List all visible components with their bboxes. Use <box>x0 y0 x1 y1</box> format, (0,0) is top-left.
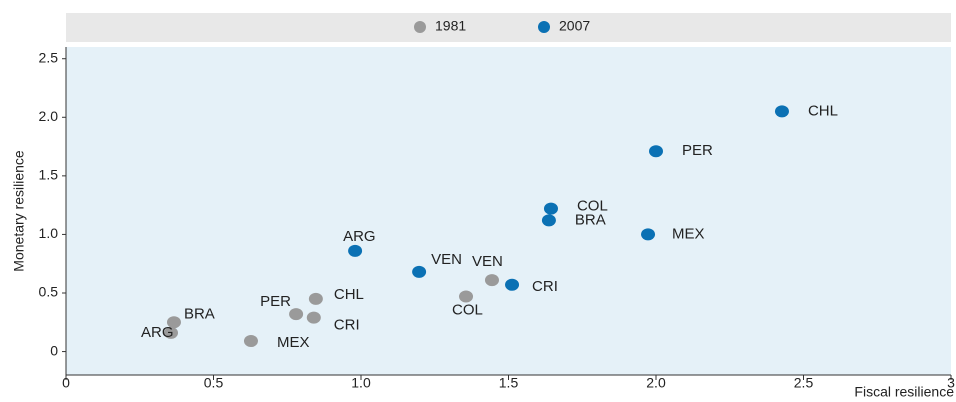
legend-marker <box>414 21 426 33</box>
point-label: PER <box>682 142 713 159</box>
point-label: VEN <box>431 251 462 268</box>
point-label: CHL <box>808 102 838 119</box>
point-label: MEX <box>277 334 310 351</box>
legend-marker <box>538 21 550 33</box>
y-tick-label: 2.0 <box>39 108 59 124</box>
x-axis-label: Fiscal resilience <box>854 384 954 400</box>
plot-area <box>66 47 951 375</box>
x-tick-label: 1.5 <box>499 375 519 391</box>
x-tick-label: 0.5 <box>204 375 224 391</box>
point-label: PER <box>260 293 291 310</box>
point <box>459 290 474 303</box>
x-tick-label: 2.0 <box>646 375 666 391</box>
x-tick-label: 0 <box>62 375 70 391</box>
point-label: CRI <box>532 278 558 295</box>
point <box>308 292 323 305</box>
point-label: BRA <box>184 305 215 322</box>
point-label: COL <box>577 198 608 215</box>
x-tick-label: 2.5 <box>794 375 814 391</box>
point <box>505 278 520 291</box>
point <box>774 105 789 118</box>
point <box>306 311 321 324</box>
point <box>348 244 363 257</box>
legend-band <box>66 13 951 42</box>
y-tick-label: 1.0 <box>39 225 59 241</box>
legend-label: 1981 <box>435 18 466 34</box>
point-label: BRA <box>575 211 606 228</box>
point <box>243 335 258 348</box>
point <box>543 202 558 215</box>
point-label: ARG <box>141 324 174 341</box>
point <box>164 326 179 339</box>
y-tick-label: 0 <box>50 342 58 358</box>
point <box>641 228 656 241</box>
point-label: VEN <box>472 253 503 270</box>
legend-label: 2007 <box>559 18 590 34</box>
point-label: ARG <box>343 228 376 245</box>
point <box>541 214 556 227</box>
y-tick-label: 2.5 <box>39 49 59 65</box>
point-label: MEX <box>672 225 705 242</box>
point <box>412 265 427 278</box>
point-label: CHL <box>334 286 364 303</box>
point-label: COL <box>452 301 483 318</box>
point <box>166 316 181 329</box>
y-tick-label: 0.5 <box>39 284 59 300</box>
point <box>484 274 499 287</box>
x-tick-label: 3 <box>947 375 955 391</box>
x-tick-label: 1.0 <box>351 375 371 391</box>
point-label: CRI <box>334 317 360 334</box>
point <box>289 308 304 321</box>
point <box>649 145 663 158</box>
y-tick-label: 1.5 <box>39 167 59 183</box>
y-axis-label: Monetary resilience <box>11 150 27 272</box>
